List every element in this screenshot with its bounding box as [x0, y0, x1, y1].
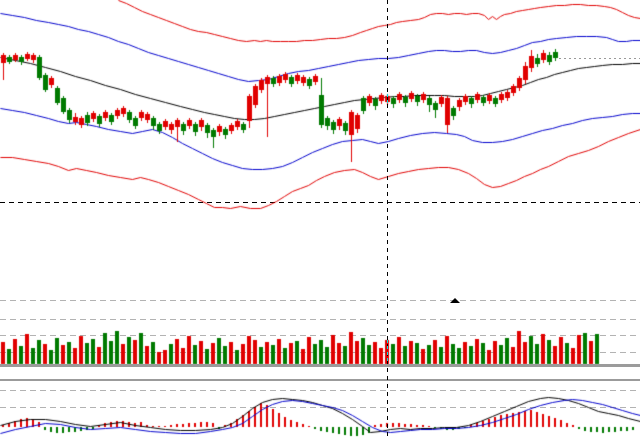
- signal-up-triangle-marker: [450, 298, 460, 303]
- volume-baseline-separator: [0, 364, 640, 367]
- crosshair-vertical-line: [387, 0, 388, 437]
- crosshair-invert-segment: [387, 340, 388, 364]
- last-price-dotted-line: [559, 58, 640, 59]
- panel-separator: [0, 379, 640, 381]
- crosshair-invert-segment: [387, 94, 388, 105]
